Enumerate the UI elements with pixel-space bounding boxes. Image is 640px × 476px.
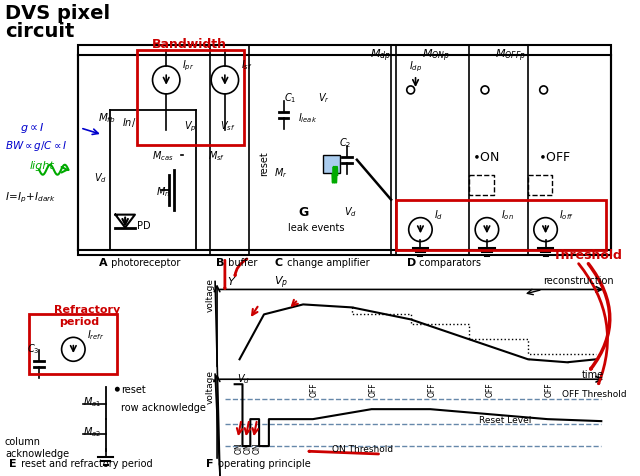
Text: OFF: OFF: [369, 382, 378, 397]
Text: $I_{refr}$: $I_{refr}$: [87, 327, 104, 341]
Text: OFF: OFF: [486, 382, 495, 397]
Text: $g \propto I$: $g \propto I$: [20, 120, 44, 135]
Text: $Y$: $Y$: [227, 275, 236, 287]
Text: voltage: voltage: [205, 369, 214, 403]
Text: $I\!=\!I_p\!+\!I_{dark}$: $I\!=\!I_p\!+\!I_{dark}$: [5, 191, 56, 205]
Text: $\mathbf{C}$: $\mathbf{C}$: [274, 255, 283, 267]
Text: $V_{sf}$: $V_{sf}$: [220, 119, 236, 132]
Text: $C_1$: $C_1$: [284, 91, 296, 104]
Text: Threshold: Threshold: [552, 248, 622, 261]
Text: ON: ON: [235, 442, 244, 453]
Text: ON Threshold: ON Threshold: [332, 444, 394, 453]
Text: OFF Threshold: OFF Threshold: [562, 389, 627, 398]
Text: $\mathbf{E}$: $\mathbf{E}$: [8, 456, 17, 468]
Text: reconstruction: reconstruction: [543, 276, 613, 286]
Text: $V_d$: $V_d$: [237, 371, 250, 385]
Text: $M_{cas}$: $M_{cas}$: [152, 149, 173, 162]
Text: $M_{dp}$: $M_{dp}$: [369, 47, 390, 64]
Text: light: light: [29, 160, 54, 170]
Text: time: time: [582, 369, 604, 379]
Text: OFF: OFF: [545, 382, 554, 397]
Text: ON: ON: [243, 442, 252, 453]
Text: $I_{on}$: $I_{on}$: [500, 208, 513, 222]
Circle shape: [115, 387, 120, 392]
Text: $\mathbf{A}$: $\mathbf{A}$: [98, 255, 108, 267]
Text: $\mathbf{B}$: $\mathbf{B}$: [215, 255, 225, 267]
Text: $V_d$: $V_d$: [94, 170, 107, 184]
Text: $V_p$: $V_p$: [274, 274, 288, 291]
Text: photoreceptor: photoreceptor: [108, 257, 180, 267]
Text: OFF: OFF: [428, 382, 436, 397]
FancyArrowPatch shape: [309, 451, 378, 454]
Text: $I_{sf}$: $I_{sf}$: [241, 58, 252, 71]
Text: comparators: comparators: [415, 257, 481, 267]
Text: $M_r$: $M_r$: [274, 165, 287, 179]
Bar: [29, 315, 117, 375]
Text: reset and refractory period: reset and refractory period: [17, 458, 152, 468]
Text: OFF: OFF: [310, 382, 319, 397]
Text: $\bullet$ON: $\bullet$ON: [472, 150, 500, 163]
Text: $I_d$: $I_d$: [434, 208, 444, 222]
Text: $V_r$: $V_r$: [318, 91, 330, 104]
Text: $M_{ONp}$: $M_{ONp}$: [422, 47, 451, 64]
Text: $M_{OFFp}$: $M_{OFFp}$: [495, 47, 526, 64]
Text: $V_p$: $V_p$: [184, 119, 196, 133]
Text: voltage: voltage: [205, 278, 214, 312]
Text: $I_{pr}$: $I_{pr}$: [182, 58, 194, 73]
Bar: [137, 51, 244, 146]
Text: $\bullet$OFF: $\bullet$OFF: [538, 150, 571, 163]
Text: DVS pixel: DVS pixel: [5, 4, 110, 23]
Text: Refractory: Refractory: [54, 305, 120, 315]
Text: $\mathbf{G}$: $\mathbf{G}$: [298, 205, 310, 218]
Text: reset: reset: [121, 385, 146, 395]
Text: $I_{leak}$: $I_{leak}$: [298, 110, 317, 124]
Text: change amplifier: change amplifier: [284, 257, 369, 267]
Text: column: column: [5, 436, 41, 446]
Text: $\mathbf{F}$: $\mathbf{F}$: [205, 456, 214, 468]
Text: period: period: [59, 317, 99, 327]
Text: $M_{sf}$: $M_{sf}$: [208, 149, 225, 162]
Text: reset: reset: [259, 151, 269, 176]
Text: $M_{a2}$: $M_{a2}$: [83, 424, 101, 438]
Text: $M_n$: $M_n$: [156, 185, 171, 199]
Bar: [78, 46, 611, 255]
FancyArrowPatch shape: [235, 259, 247, 276]
Text: Bandwidth: Bandwidth: [152, 38, 227, 51]
Text: $M_{fb}$: $M_{fb}$: [98, 110, 116, 124]
Text: row acknowledge: row acknowledge: [121, 402, 206, 412]
Text: Reset Level: Reset Level: [479, 415, 531, 424]
Text: PD: PD: [137, 220, 150, 230]
Text: buffer: buffer: [225, 257, 257, 267]
FancyArrowPatch shape: [579, 264, 607, 384]
Bar: [323, 156, 340, 173]
Text: $\mathbf{D}$: $\mathbf{D}$: [406, 255, 417, 267]
Text: operating principle: operating principle: [215, 458, 311, 468]
Text: $In/$: $In/$: [122, 116, 136, 129]
Text: leak events: leak events: [289, 222, 345, 232]
Bar: [396, 200, 606, 250]
Text: ON: ON: [252, 442, 261, 453]
Text: circuit: circuit: [5, 22, 74, 41]
Text: $C_3$: $C_3$: [28, 342, 40, 356]
Text: acknowledge: acknowledge: [5, 448, 69, 458]
Text: $BW \propto g/C \propto I$: $BW \propto g/C \propto I$: [5, 139, 67, 152]
Text: $C_2$: $C_2$: [339, 136, 351, 149]
Text: $I_{dp}$: $I_{dp}$: [409, 59, 422, 74]
Text: $V_d$: $V_d$: [344, 205, 357, 219]
Text: $M_{a1}$: $M_{a1}$: [83, 394, 101, 408]
Text: $I_{off}$: $I_{off}$: [559, 208, 574, 222]
FancyArrowPatch shape: [588, 264, 610, 369]
